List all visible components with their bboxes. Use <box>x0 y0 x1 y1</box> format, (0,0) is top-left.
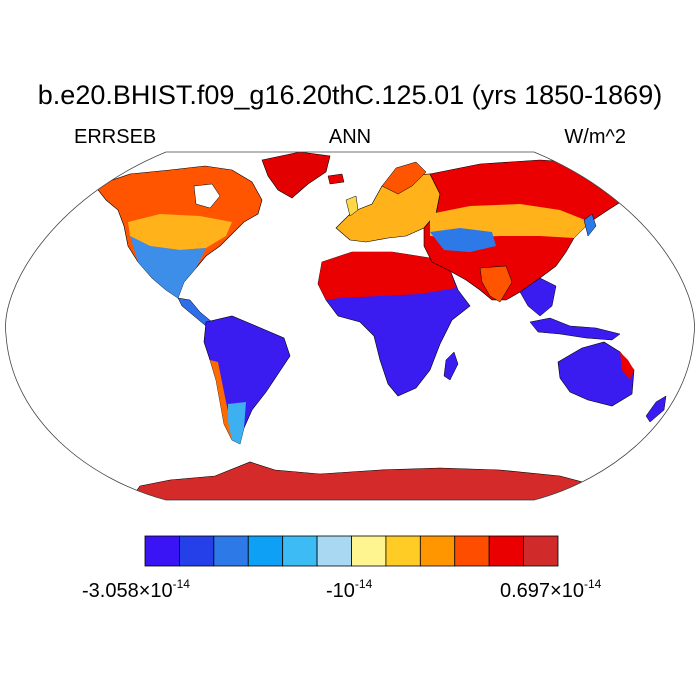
indonesia <box>529 317 621 341</box>
scandinavia <box>381 161 427 195</box>
madagascar <box>443 351 459 381</box>
season-label: ANN <box>328 126 372 148</box>
colorbar-bin <box>351 535 387 567</box>
colorbar-min-label: -3.058×10-14 <box>82 577 190 602</box>
colorbar-bin <box>316 535 352 567</box>
australia <box>557 341 635 407</box>
sahara <box>318 252 456 300</box>
hudson-bay <box>193 183 221 209</box>
southeast-asia <box>519 277 557 317</box>
north-america-south <box>130 236 206 298</box>
colorbar-bin <box>488 535 524 567</box>
colorbar-bin <box>385 535 421 567</box>
colorbar-mid-label: -10-14 <box>326 577 373 602</box>
colorbar <box>144 535 559 567</box>
plot-title: b.e20.BHIST.f09_g16.20thC.125.01 (yrs 18… <box>37 80 663 110</box>
colorbar-max-label: 0.697×10-14 <box>500 577 602 602</box>
map-boundary <box>5 151 695 501</box>
greenland <box>261 152 331 199</box>
new-zealand <box>645 395 667 423</box>
colorbar-bin <box>454 535 490 567</box>
colorbar-bin <box>282 535 318 567</box>
colorbar-bin <box>179 535 215 567</box>
australia-east-coast <box>620 352 634 380</box>
british-isles <box>345 195 359 217</box>
colorbar-bin <box>523 535 559 567</box>
colorbar-bin <box>213 535 249 567</box>
colorbar-bin <box>419 535 456 567</box>
colorbar-bin <box>247 535 284 567</box>
units-label: W/m^2 <box>564 126 626 148</box>
colorbar-bin <box>144 535 180 567</box>
iceland <box>327 173 345 185</box>
japan <box>583 213 597 237</box>
north-america-mid <box>128 214 232 250</box>
south-america-south <box>228 402 246 444</box>
variable-label: ERRSEB <box>74 126 157 148</box>
asia-blue-patch <box>430 228 496 252</box>
india <box>479 265 513 303</box>
